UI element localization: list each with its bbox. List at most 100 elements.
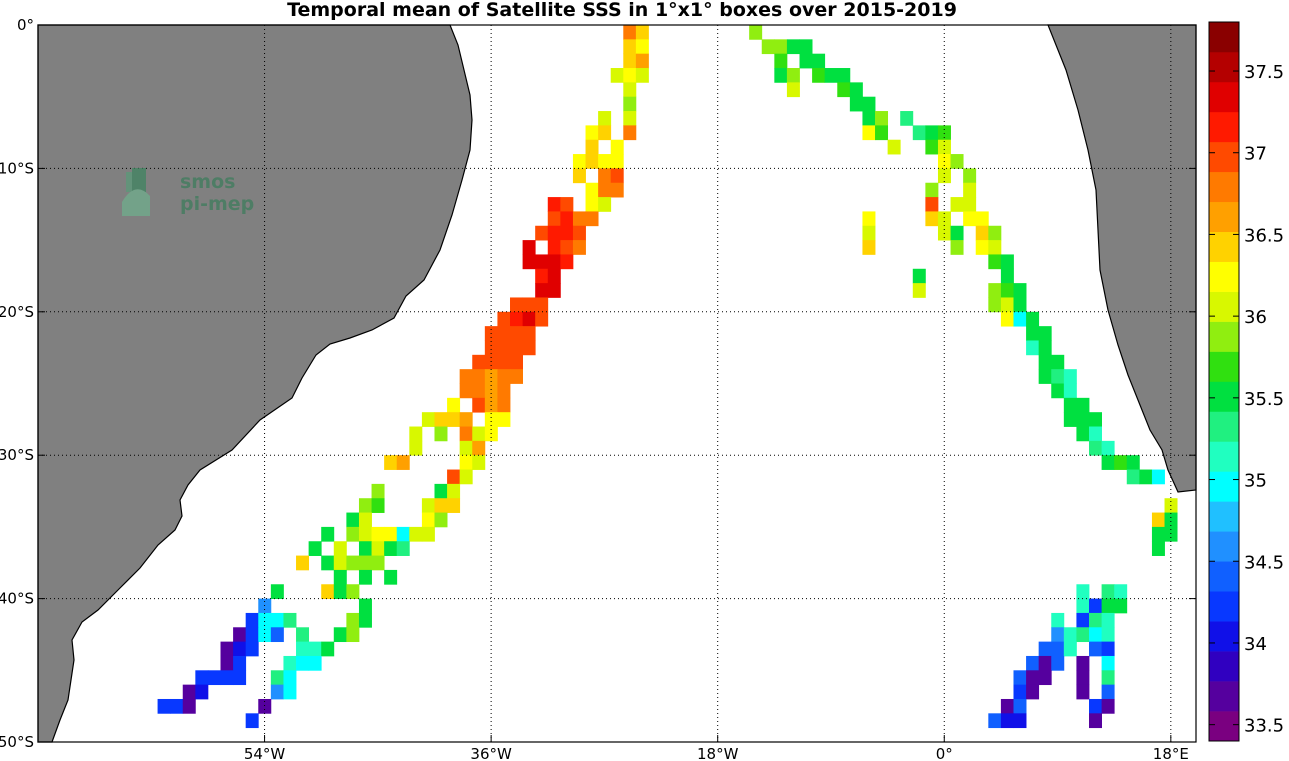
colorbar-segment bbox=[1209, 261, 1239, 292]
colorbar-segment bbox=[1209, 111, 1239, 143]
heatmap-cell bbox=[472, 455, 486, 470]
heatmap-cell bbox=[195, 670, 209, 686]
heatmap-cell bbox=[1164, 512, 1178, 528]
heatmap-cell bbox=[1076, 412, 1090, 427]
heatmap-cell bbox=[547, 283, 561, 298]
colorbar-tick-label: 35.5 bbox=[1244, 389, 1284, 410]
heatmap-cell bbox=[560, 254, 574, 270]
colorbar-segment bbox=[1209, 621, 1239, 652]
heatmap-cell bbox=[598, 125, 612, 141]
heatmap-cell bbox=[912, 283, 926, 298]
heatmap-cell bbox=[421, 498, 435, 513]
heatmap-cell bbox=[988, 283, 1002, 298]
heatmap-cell bbox=[321, 641, 335, 657]
colorbar-segment bbox=[1209, 141, 1239, 173]
heatmap-cell bbox=[1089, 598, 1102, 614]
heatmap-cell bbox=[1114, 584, 1128, 599]
colorbar-tick-label: 36.5 bbox=[1244, 225, 1284, 246]
heatmap-cell bbox=[1101, 598, 1115, 614]
heatmap-cell bbox=[1151, 469, 1165, 485]
heatmap-cell bbox=[1089, 612, 1102, 628]
heatmap-cell bbox=[358, 512, 372, 528]
colorbar-tick-label: 37 bbox=[1244, 144, 1267, 165]
heatmap-cell bbox=[572, 211, 586, 227]
heatmap-cell bbox=[358, 498, 372, 513]
heatmap-cell bbox=[1076, 584, 1090, 599]
heatmap-cell bbox=[1000, 297, 1014, 313]
heatmap-cell bbox=[170, 698, 184, 714]
heatmap-cell bbox=[447, 412, 461, 427]
heatmap-cell bbox=[598, 154, 612, 169]
heatmap-cell bbox=[195, 684, 209, 700]
heatmap-cell bbox=[912, 125, 926, 141]
heatmap-cell bbox=[849, 82, 863, 98]
heatmap-cell bbox=[1139, 469, 1153, 485]
heatmap-cell bbox=[358, 569, 372, 585]
heatmap-cell bbox=[1026, 655, 1040, 671]
africa-landmass bbox=[1047, 24, 1197, 493]
heatmap-cell bbox=[1051, 354, 1065, 370]
colorbar-segment bbox=[1209, 471, 1239, 502]
heatmap-cell bbox=[321, 555, 335, 571]
heatmap-cell bbox=[1114, 455, 1128, 470]
heatmap-cell bbox=[975, 225, 989, 241]
heatmap-cell bbox=[862, 225, 876, 241]
heatmap-cell bbox=[447, 498, 461, 513]
heatmap-cell bbox=[560, 240, 574, 255]
heatmap-cell bbox=[497, 397, 511, 413]
heatmap-cell bbox=[510, 297, 523, 313]
smos-pimep-logo: smos pi-mep bbox=[122, 168, 254, 216]
heatmap-cell bbox=[925, 211, 939, 227]
heatmap-cell bbox=[1013, 698, 1027, 714]
heatmap-cell bbox=[434, 412, 448, 427]
heatmap-cell bbox=[1063, 412, 1077, 427]
heatmap-cell bbox=[522, 240, 536, 255]
heatmap-cell bbox=[258, 698, 272, 714]
heatmap-cell bbox=[510, 326, 523, 341]
heatmap-cell bbox=[1089, 713, 1102, 729]
heatmap-cell bbox=[1164, 526, 1178, 542]
heatmap-cell bbox=[623, 25, 637, 40]
heatmap-cell bbox=[1076, 684, 1090, 700]
colorbar-segment bbox=[1209, 231, 1239, 262]
heatmap-cell bbox=[610, 154, 624, 169]
heatmap-cell bbox=[497, 311, 511, 327]
heatmap-cell bbox=[396, 455, 410, 470]
heatmap-cell bbox=[1101, 641, 1115, 657]
heatmap-cell bbox=[1101, 455, 1115, 470]
heatmap-cell bbox=[912, 268, 926, 284]
heatmap-cell bbox=[447, 483, 461, 499]
heatmap-cell bbox=[988, 254, 1002, 270]
heatmap-cell bbox=[522, 311, 536, 327]
heatmap-cell bbox=[925, 139, 939, 155]
heatmap-cell bbox=[585, 197, 599, 212]
heatmap-cell bbox=[522, 254, 536, 270]
heatmap-cell bbox=[484, 383, 498, 399]
heatmap-cell bbox=[296, 655, 310, 671]
heatmap-cell bbox=[472, 426, 486, 442]
heatmap-cell bbox=[1126, 469, 1140, 485]
heatmap-cell bbox=[937, 125, 951, 141]
heatmap-cell bbox=[1076, 397, 1090, 413]
heatmap-cell bbox=[1038, 326, 1052, 341]
heatmap-cells bbox=[157, 25, 1178, 729]
heatmap-cell bbox=[409, 426, 423, 442]
heatmap-cell bbox=[472, 440, 486, 456]
colorbar-segment bbox=[1209, 681, 1239, 712]
heatmap-cell bbox=[1063, 383, 1077, 399]
heatmap-cell bbox=[484, 412, 498, 427]
y-axis: 0° 10°S 20°S 30°S 40°S 50°S bbox=[0, 16, 1196, 751]
heatmap-cell bbox=[1013, 297, 1027, 313]
heatmap-cell bbox=[988, 225, 1002, 241]
heatmap-cell bbox=[1038, 655, 1052, 671]
heatmap-cell bbox=[1000, 283, 1014, 298]
heatmap-cell bbox=[560, 225, 574, 241]
heatmap-cell bbox=[774, 68, 788, 83]
heatmap-cell bbox=[434, 483, 448, 499]
heatmap-cell bbox=[321, 584, 335, 599]
y-tick-label: 20°S bbox=[0, 303, 34, 321]
heatmap-cell bbox=[547, 268, 561, 284]
heatmap-cell bbox=[975, 240, 989, 255]
heatmap-cell bbox=[283, 684, 297, 700]
colorbar-frame bbox=[1208, 21, 1240, 742]
